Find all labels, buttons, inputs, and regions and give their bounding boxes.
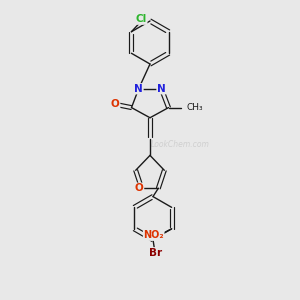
Text: CH₃: CH₃	[186, 103, 203, 112]
Text: LookChem.com: LookChem.com	[150, 140, 209, 148]
Text: Br: Br	[149, 248, 163, 258]
Text: Cl: Cl	[136, 14, 147, 24]
Text: O: O	[135, 183, 144, 193]
Text: O: O	[111, 99, 120, 109]
Text: N: N	[157, 84, 166, 94]
Text: NO₂: NO₂	[143, 230, 164, 240]
Text: N: N	[134, 84, 143, 94]
